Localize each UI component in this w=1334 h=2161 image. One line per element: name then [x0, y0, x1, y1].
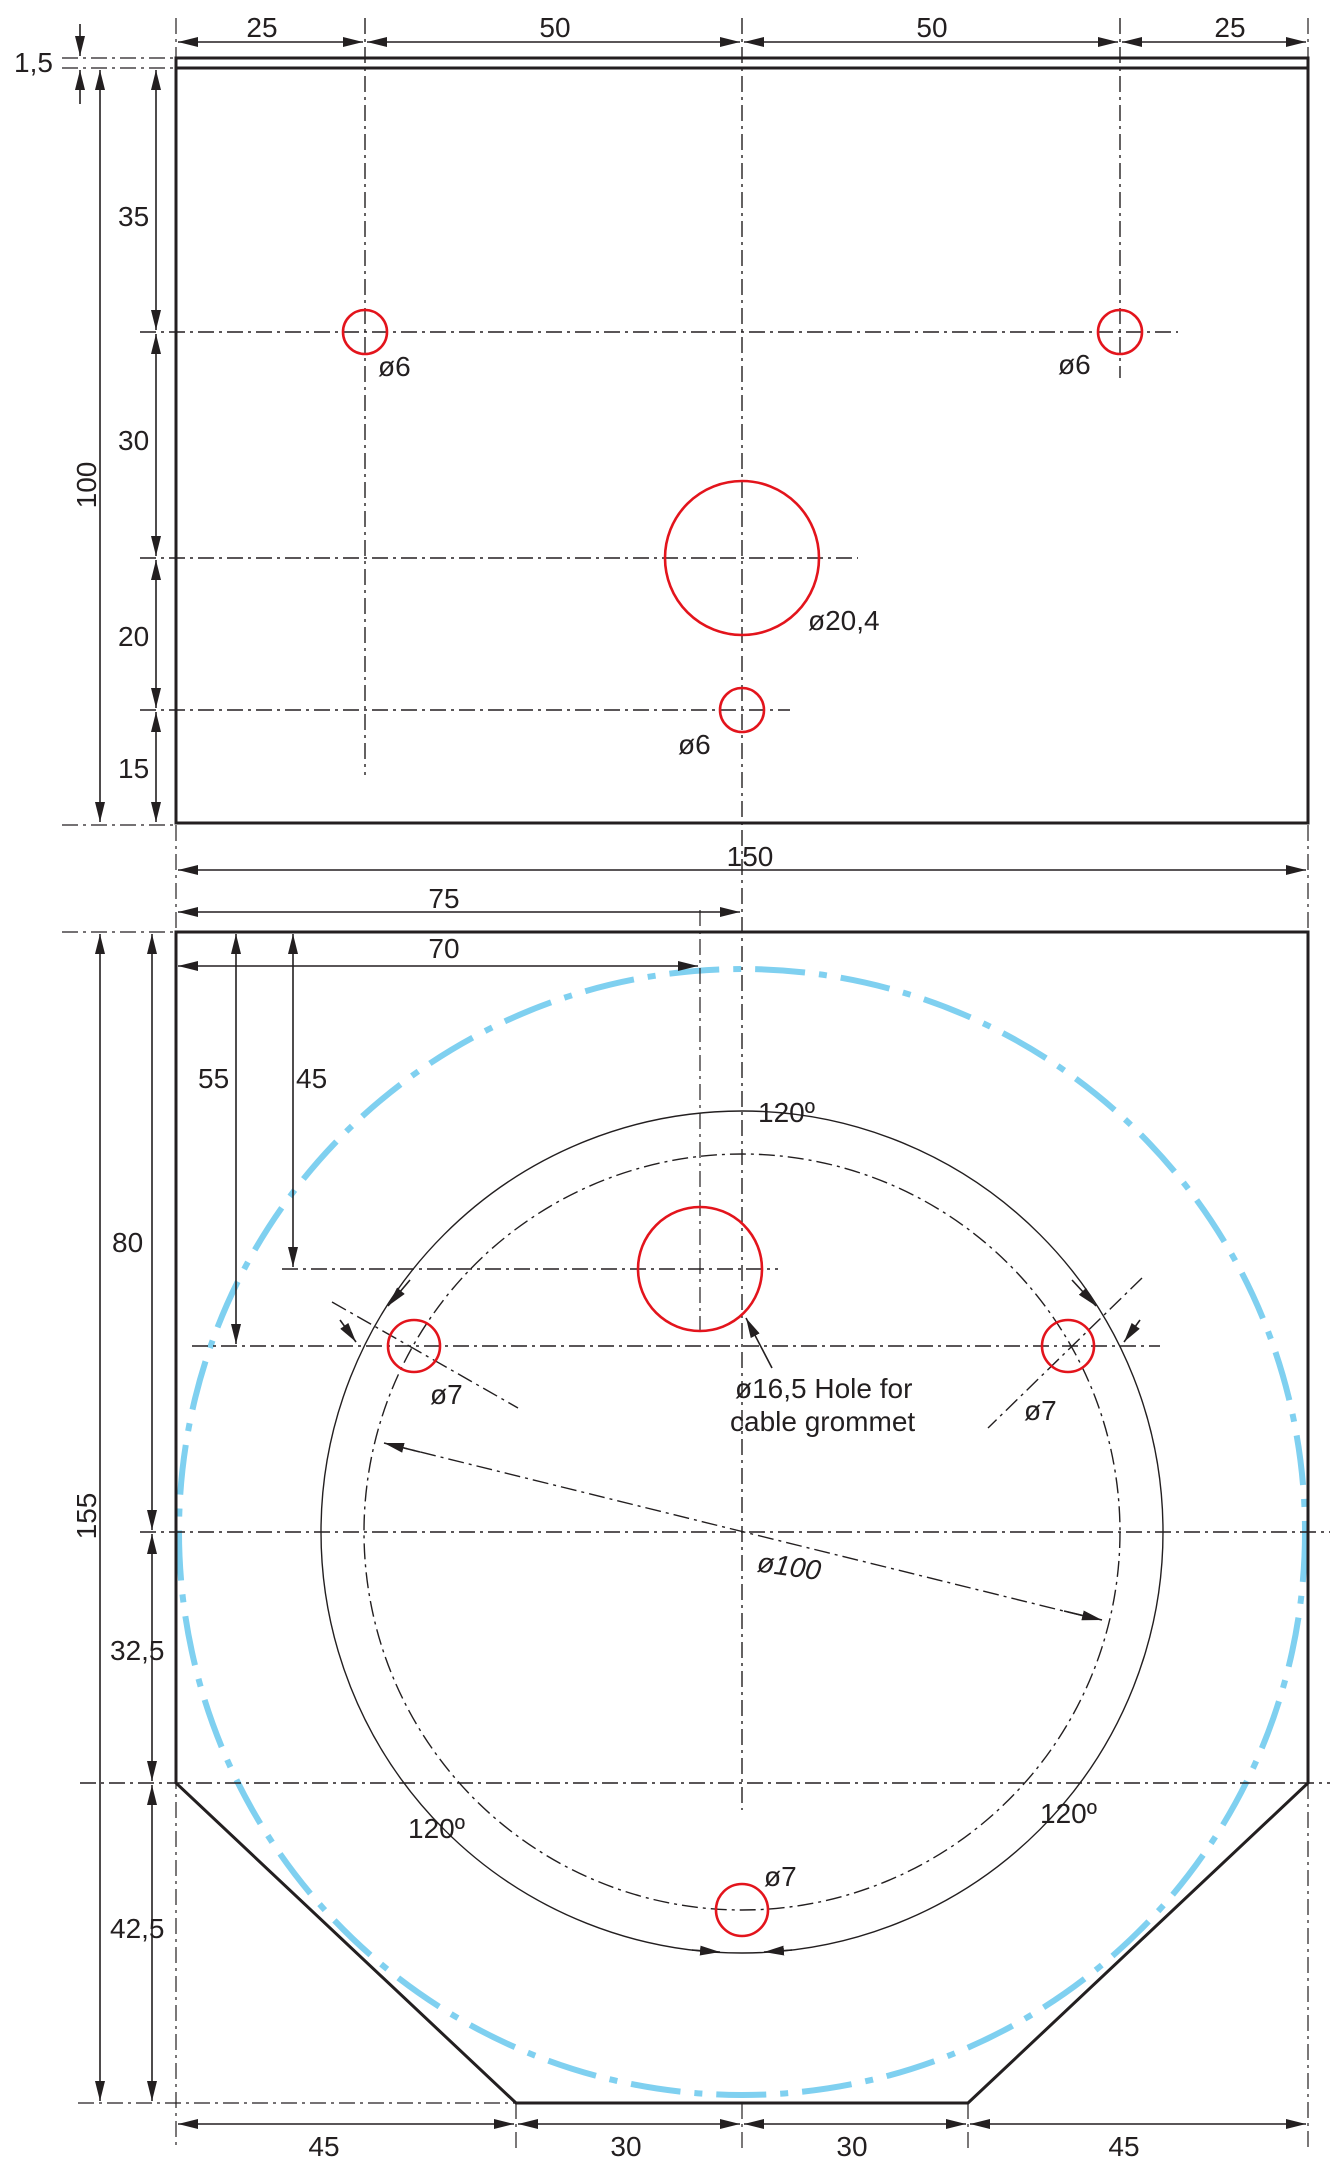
angle-arc-circle: [320, 1110, 1164, 1954]
grommet-label-line1: ø16,5 Hole for: [735, 1373, 912, 1404]
pitch-circle: [363, 1153, 1121, 1911]
dim-label-75: 75: [428, 883, 459, 914]
arc-arrow: [1123, 1319, 1141, 1343]
hole-ø7-bottom: [714, 1882, 770, 1938]
hole-ø7-right: [1040, 1318, 1096, 1374]
arc-arrow: [1071, 1279, 1097, 1307]
hole-label-right: ø6: [1058, 349, 1091, 380]
dim-label-80: 80: [112, 1227, 143, 1258]
hole-label-left-ø7: ø7: [430, 1379, 463, 1410]
dim-label-25-right: 25: [1214, 12, 1245, 43]
arc-arrow: [339, 1319, 357, 1343]
dim-label-70: 70: [428, 933, 459, 964]
hole-ø7-left: [386, 1318, 442, 1374]
dim-label-50-left: 50: [539, 12, 570, 43]
dim-label-thickness: 1,5: [14, 47, 53, 78]
dim-label-45-v: 45: [296, 1063, 327, 1094]
dim-label-155: 155: [71, 1493, 102, 1540]
top-view: 25 50 50 25 1,5 100 35 30 20 15 ø6 ø6 ø2…: [14, 12, 1310, 1810]
hole-center-large: [663, 479, 821, 637]
bottom-plate-outline: [174, 930, 1310, 2105]
angle-label-left: 120º: [408, 1813, 465, 1844]
hole-label-center: ø20,4: [808, 605, 880, 636]
hole-left-small: [341, 308, 389, 356]
dim-label-25-left: 25: [246, 12, 277, 43]
dim-label-42-5: 42,5: [110, 1913, 165, 1944]
center-line: [331, 1301, 519, 1409]
dim-label-50-right: 50: [916, 12, 947, 43]
hole-right-small: [1096, 308, 1144, 356]
grommet-leader: [745, 1317, 773, 1369]
hole-grommet: [636, 1205, 764, 1333]
pitch-diameter-arrow: [1063, 1610, 1103, 1621]
dim-label-32-5: 32,5: [110, 1635, 165, 1666]
hole-bottom-small: [718, 686, 766, 734]
center-line: [987, 1277, 1143, 1429]
dim-label-30-bottom-left: 30: [610, 2131, 641, 2161]
pitch-diameter-line: [391, 1444, 1093, 1619]
dim-label-55: 55: [198, 1063, 229, 1094]
hole-label-left: ø6: [378, 351, 411, 382]
arc-arrow: [387, 1279, 411, 1307]
arc-arrow: [691, 1945, 721, 1956]
dim-label-20: 20: [118, 621, 149, 652]
dim-label-30-bottom-right: 30: [836, 2131, 867, 2161]
dim-label-150: 150: [727, 841, 774, 872]
dim-label-45-bottom-left: 45: [308, 2131, 339, 2161]
dim-label-15: 15: [118, 753, 149, 784]
dim-label-100: 100: [71, 462, 102, 509]
arc-arrow: [763, 1945, 793, 1956]
pitch-diameter-arrow: [383, 1442, 421, 1453]
angle-label-top: 120º: [758, 1097, 815, 1128]
dim-label-30: 30: [118, 425, 149, 456]
hole-label-right-ø7: ø7: [1024, 1395, 1057, 1426]
dim-label-45-bottom-right: 45: [1108, 2131, 1139, 2161]
grommet-label-line2: cable grommet: [730, 1406, 915, 1437]
hole-label-bottom: ø6: [678, 729, 711, 760]
pitch-circle-label: ø100: [755, 1547, 823, 1587]
dim-label-35: 35: [118, 201, 149, 232]
bottom-view: ø100 ø16,5 Hole for cable grommet ø7 ø7 …: [62, 883, 1330, 2161]
angle-label-right: 120º: [1040, 1798, 1097, 1829]
hole-label-bottom-ø7: ø7: [764, 1861, 797, 1892]
